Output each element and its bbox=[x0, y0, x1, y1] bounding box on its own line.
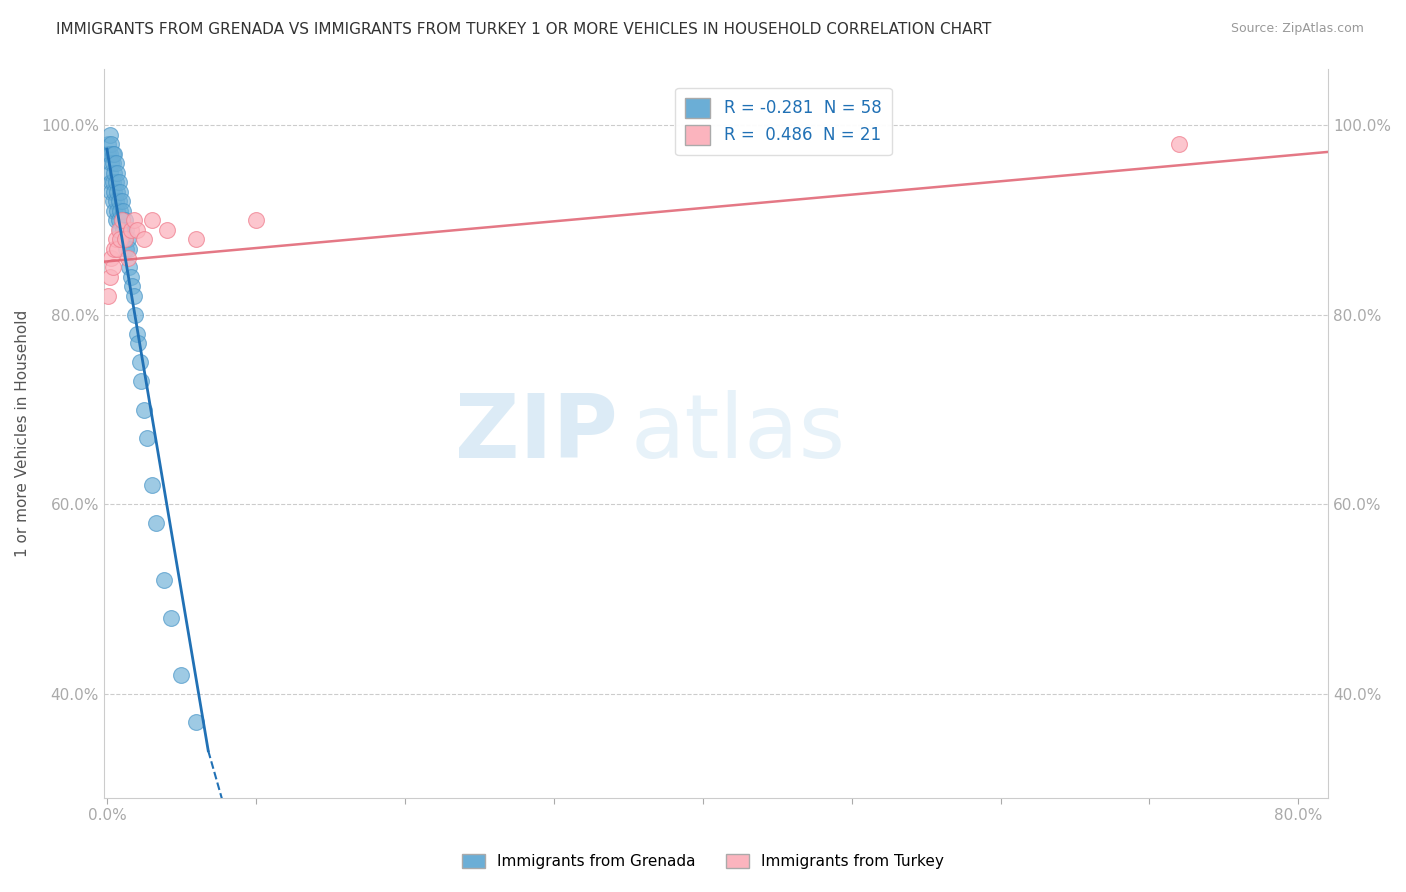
Y-axis label: 1 or more Vehicles in Household: 1 or more Vehicles in Household bbox=[15, 310, 30, 557]
Point bbox=[103, 166, 125, 180]
Point bbox=[98, 166, 121, 180]
Point bbox=[160, 611, 183, 625]
Point bbox=[186, 715, 208, 730]
Point bbox=[117, 251, 139, 265]
Text: IMMIGRANTS FROM GRENADA VS IMMIGRANTS FROM TURKEY 1 OR MORE VEHICLES IN HOUSEHOL: IMMIGRANTS FROM GRENADA VS IMMIGRANTS FR… bbox=[56, 22, 991, 37]
Point bbox=[97, 289, 120, 303]
Point bbox=[122, 289, 145, 303]
Point bbox=[100, 137, 122, 152]
Point bbox=[115, 222, 138, 236]
Point bbox=[100, 251, 122, 265]
Point bbox=[97, 137, 120, 152]
Point bbox=[114, 232, 136, 246]
Point bbox=[170, 668, 193, 682]
Text: atlas: atlas bbox=[630, 390, 845, 477]
Point bbox=[145, 516, 167, 531]
Point bbox=[155, 222, 177, 236]
Point bbox=[114, 232, 136, 246]
Point bbox=[118, 260, 141, 275]
Point bbox=[117, 232, 139, 246]
Point bbox=[129, 374, 152, 388]
Legend: R = -0.281  N = 58, R =  0.486  N = 21: R = -0.281 N = 58, R = 0.486 N = 21 bbox=[675, 87, 891, 155]
Text: ZIP: ZIP bbox=[456, 390, 619, 477]
Point bbox=[108, 194, 131, 209]
Point bbox=[101, 156, 124, 170]
Point bbox=[108, 213, 131, 227]
Point bbox=[100, 156, 122, 170]
Point bbox=[1168, 137, 1191, 152]
Point bbox=[110, 222, 132, 236]
Point bbox=[104, 232, 127, 246]
Point bbox=[104, 175, 127, 189]
Point bbox=[100, 175, 122, 189]
Point bbox=[111, 213, 134, 227]
Point bbox=[108, 222, 131, 236]
Point bbox=[111, 194, 134, 209]
Point bbox=[118, 242, 141, 256]
Point bbox=[105, 166, 128, 180]
Point bbox=[125, 222, 148, 236]
Legend: Immigrants from Grenada, Immigrants from Turkey: Immigrants from Grenada, Immigrants from… bbox=[456, 848, 950, 875]
Point bbox=[105, 185, 128, 199]
Point bbox=[110, 232, 132, 246]
Point bbox=[98, 146, 121, 161]
Point bbox=[186, 232, 208, 246]
Point bbox=[121, 279, 143, 293]
Point bbox=[105, 242, 128, 256]
Point bbox=[101, 260, 124, 275]
Point bbox=[105, 203, 128, 218]
Point bbox=[104, 194, 127, 209]
Point bbox=[104, 156, 127, 170]
Point bbox=[245, 213, 267, 227]
Point bbox=[111, 213, 134, 227]
Point bbox=[136, 431, 159, 445]
Point bbox=[101, 194, 124, 209]
Point bbox=[120, 269, 142, 284]
Point bbox=[98, 128, 121, 142]
Point bbox=[122, 213, 145, 227]
Point bbox=[103, 242, 125, 256]
Point bbox=[108, 175, 131, 189]
Point bbox=[98, 269, 121, 284]
Point bbox=[112, 222, 135, 236]
Point bbox=[110, 203, 132, 218]
Point bbox=[101, 146, 124, 161]
Text: Source: ZipAtlas.com: Source: ZipAtlas.com bbox=[1230, 22, 1364, 36]
Point bbox=[125, 326, 148, 341]
Point bbox=[124, 308, 146, 322]
Point bbox=[111, 232, 134, 246]
Point bbox=[115, 242, 138, 256]
Point bbox=[103, 203, 125, 218]
Point bbox=[141, 213, 163, 227]
Point bbox=[134, 232, 156, 246]
Point bbox=[120, 222, 142, 236]
Point bbox=[141, 478, 163, 492]
Point bbox=[103, 185, 125, 199]
Point bbox=[100, 185, 122, 199]
Point bbox=[97, 146, 120, 161]
Point bbox=[103, 146, 125, 161]
Point bbox=[127, 336, 149, 351]
Point bbox=[104, 213, 127, 227]
Point bbox=[112, 203, 135, 218]
Point bbox=[101, 175, 124, 189]
Point bbox=[128, 355, 150, 369]
Point bbox=[152, 573, 174, 587]
Point bbox=[134, 402, 156, 417]
Point bbox=[110, 185, 132, 199]
Point bbox=[114, 213, 136, 227]
